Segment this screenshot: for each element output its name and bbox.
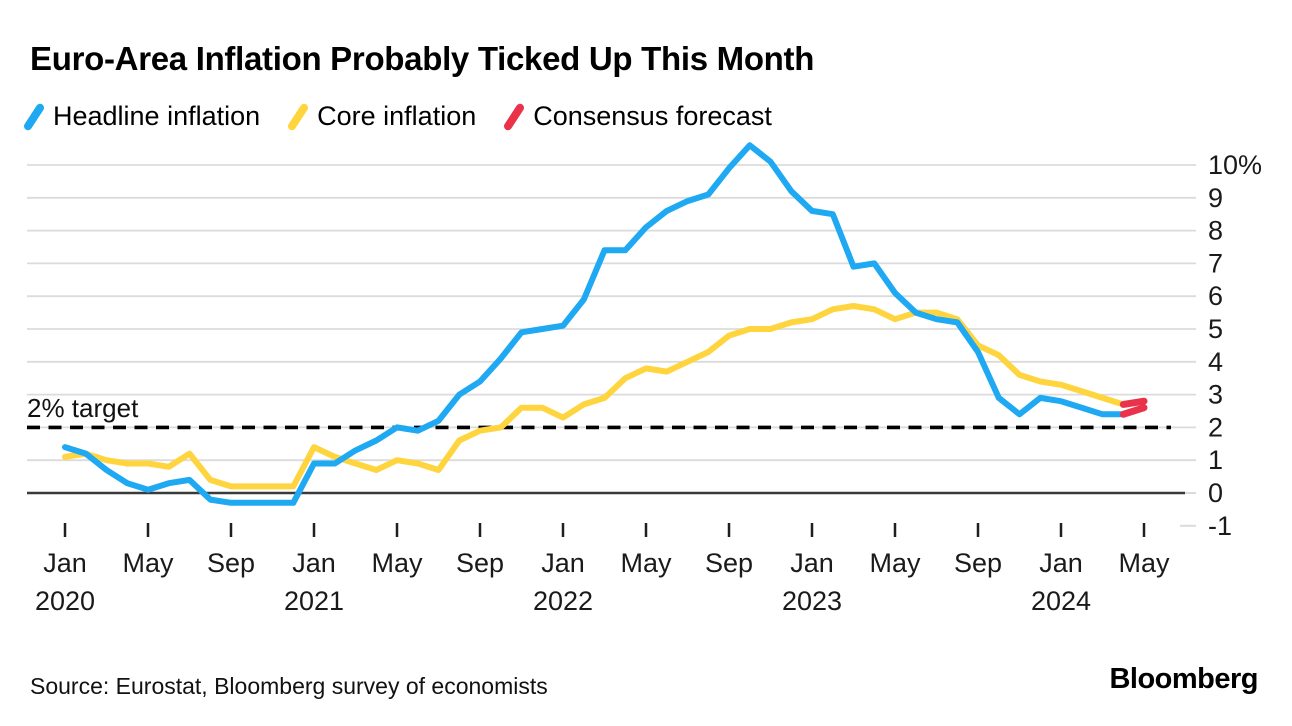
svg-text:7: 7 — [1208, 248, 1223, 278]
svg-text:2022: 2022 — [533, 586, 593, 616]
bloomberg-logo: Bloomberg — [1109, 663, 1258, 695]
legend-item-core: Core inflation — [286, 101, 477, 132]
svg-text:2: 2 — [1208, 412, 1223, 442]
svg-text:8: 8 — [1208, 216, 1223, 246]
chart-title: Euro-Area Inflation Probably Ticked Up T… — [30, 40, 815, 77]
svg-text:Sep: Sep — [705, 548, 753, 578]
legend-label-forecast: Consensus forecast — [533, 101, 772, 131]
svg-text:Sep: Sep — [456, 548, 504, 578]
svg-text:Sep: Sep — [954, 548, 1002, 578]
legend-label-headline: Headline inflation — [53, 101, 261, 131]
svg-text:3: 3 — [1208, 380, 1223, 410]
svg-text:Jan: Jan — [292, 548, 336, 578]
svg-text:6: 6 — [1208, 281, 1223, 311]
svg-text:May: May — [1118, 548, 1170, 578]
svg-text:2020: 2020 — [35, 586, 95, 616]
svg-text:1: 1 — [1208, 445, 1223, 475]
legend-item-headline: Headline inflation — [22, 101, 261, 132]
chart-legend: Headline inflation Core inflation Consen… — [22, 101, 772, 132]
core-slash-icon — [286, 101, 310, 132]
headline-slash-icon — [22, 101, 46, 132]
svg-text:2023: 2023 — [782, 586, 842, 616]
legend-item-forecast: Consensus forecast — [502, 101, 772, 132]
svg-text:May: May — [371, 548, 423, 578]
svg-text:-1: -1 — [1208, 511, 1232, 541]
svg-text:2024: 2024 — [1031, 586, 1091, 616]
svg-text:Jan: Jan — [43, 548, 87, 578]
svg-text:May: May — [122, 548, 174, 578]
forecast-slash-icon — [502, 101, 526, 132]
svg-text:2021: 2021 — [284, 586, 344, 616]
svg-text:4: 4 — [1208, 347, 1223, 377]
svg-text:Jan: Jan — [541, 548, 585, 578]
target-annotation: 2% target — [27, 393, 139, 423]
svg-text:9: 9 — [1208, 183, 1223, 213]
svg-text:Jan: Jan — [1039, 548, 1083, 578]
svg-text:May: May — [620, 548, 672, 578]
svg-text:5: 5 — [1208, 314, 1223, 344]
svg-text:Jan: Jan — [790, 548, 834, 578]
source-note: Source: Eurostat, Bloomberg survey of ec… — [30, 673, 548, 699]
svg-text:0: 0 — [1208, 478, 1223, 508]
svg-text:10%: 10% — [1208, 150, 1262, 180]
svg-text:Sep: Sep — [207, 548, 255, 578]
svg-text:May: May — [869, 548, 921, 578]
legend-label-core: Core inflation — [317, 101, 477, 131]
